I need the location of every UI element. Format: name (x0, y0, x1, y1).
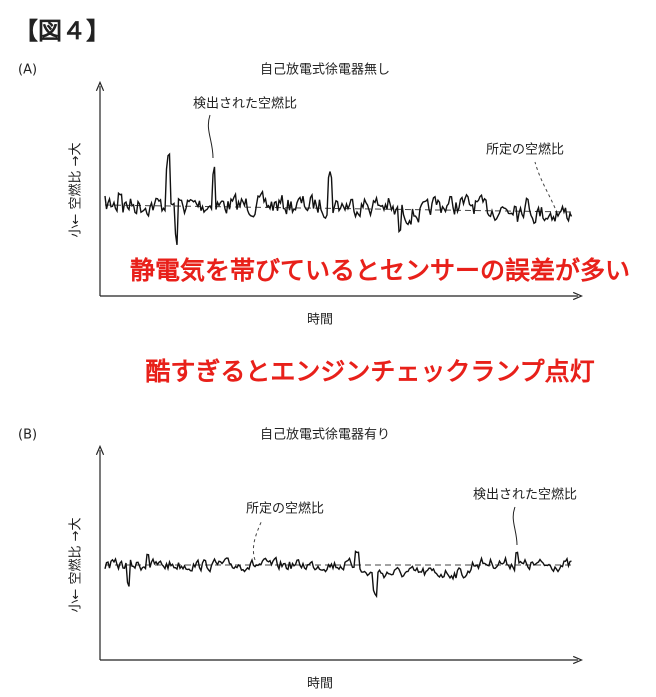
signal-trace (104, 550, 572, 599)
panel-title: 自己放電式徐電器有り (260, 428, 390, 443)
annotation: 検出された空燃比 (473, 487, 577, 503)
y-axis-label: 小← 空燃比 →大 (68, 517, 84, 612)
leader-line (252, 519, 263, 561)
annotation: 所定の空燃比 (486, 142, 564, 158)
panel-label: (A) (18, 63, 37, 78)
leader-line (512, 506, 518, 546)
annotation: 所定の空燃比 (246, 501, 324, 517)
annotation: 検出された空燃比 (193, 96, 297, 112)
overlay-note: 静電気を帯びているとセンサーの誤差が多い (130, 256, 630, 285)
caption: 酷すぎるとエンジンチェックランプ点灯 (145, 357, 594, 386)
x-axis-label: 時間 (307, 313, 333, 328)
leader-line (534, 161, 556, 209)
x-axis-label: 時間 (307, 677, 333, 692)
signal-trace (104, 152, 573, 245)
y-axis-label: 小← 空燃比 →大 (68, 142, 84, 237)
panel-label: (B) (18, 428, 37, 443)
leader-line (207, 114, 214, 159)
panel-title: 自己放電式徐電器無し (260, 63, 390, 78)
figure-label: 【図４】 (14, 17, 110, 45)
